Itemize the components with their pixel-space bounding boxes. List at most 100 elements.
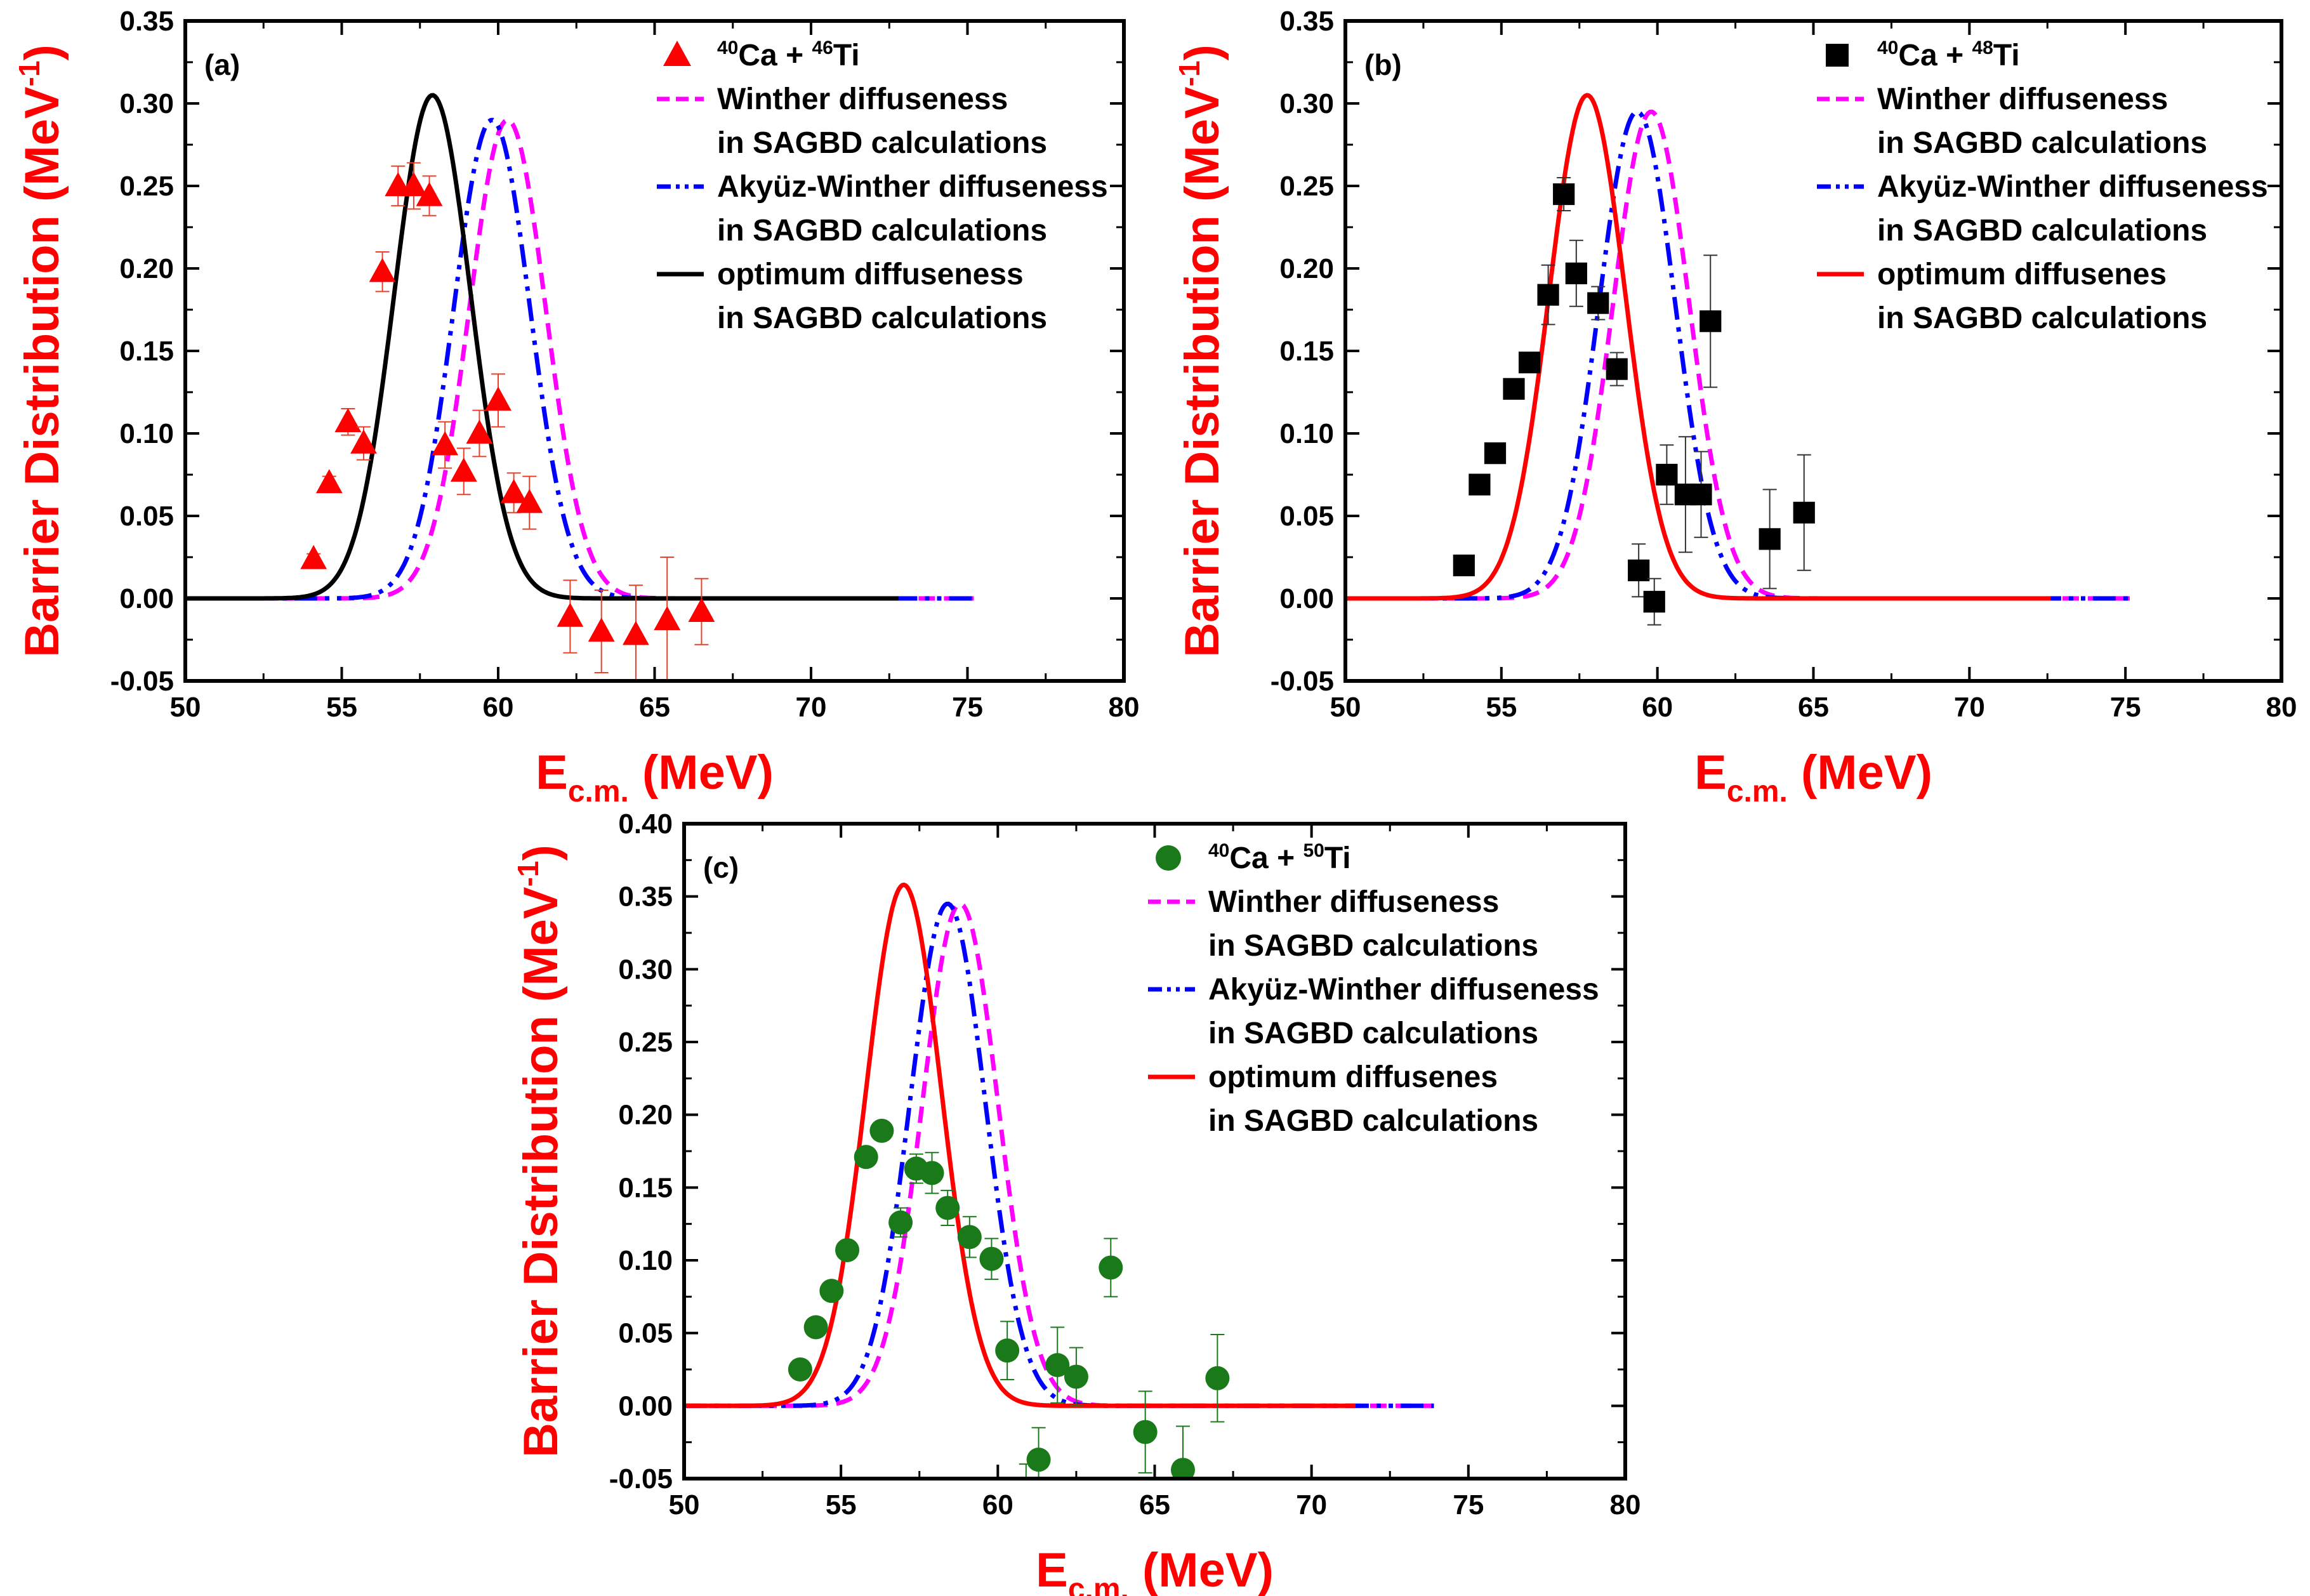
- triangle-marker: [400, 172, 427, 197]
- series-curve-solid: [185, 93, 899, 601]
- superscript-mass: 40: [717, 37, 738, 58]
- y-axis-text: Barrier Distribution (MeV: [15, 86, 69, 657]
- triangle-marker: [516, 489, 543, 513]
- triangle-marker: [557, 602, 584, 627]
- circle-marker: [1064, 1364, 1088, 1389]
- x-axis-unit: (MeV): [1129, 1543, 1274, 1596]
- element-label: Ti: [1324, 841, 1351, 875]
- circle-marker: [854, 1145, 878, 1170]
- legend-curve-label: Winther diffuseness: [717, 82, 1008, 116]
- legend: 40Ca + 48Ti Winther diffuseness in SAGBD c…: [1817, 37, 2268, 335]
- x-axis-subscript: c.m.: [1068, 1573, 1129, 1596]
- x-tick-label: 60: [982, 1489, 1013, 1520]
- y-tick-label: 0.15: [618, 1172, 673, 1203]
- series-curve-solid: [1345, 93, 2051, 601]
- circle-marker: [835, 1237, 860, 1262]
- data-point: [557, 579, 584, 654]
- triangle-marker: [588, 617, 615, 642]
- circle-marker: [935, 1196, 960, 1220]
- x-tick-label: 55: [826, 1489, 857, 1520]
- superscript-mass: 48: [1972, 37, 1993, 58]
- x-tick-label: 80: [1109, 692, 1140, 723]
- y-tick-label: 0.05: [1279, 501, 1334, 532]
- data-point: [819, 1279, 844, 1303]
- data-point: [1606, 352, 1628, 386]
- y-tick-label: 0.20: [618, 1100, 673, 1131]
- y-tick-label: 0.20: [119, 253, 174, 284]
- x-tick-label: 55: [1486, 692, 1517, 723]
- square-marker: [1826, 44, 1849, 67]
- data-point: [1690, 451, 1712, 538]
- legend: 40Ca + 50Ti Winther diffuseness in SAGBD c…: [1148, 840, 1599, 1138]
- y-axis-text: Barrier Distribution (MeV: [1175, 86, 1229, 657]
- y-axis-superscript: -1: [1173, 60, 1206, 86]
- data-point: [300, 544, 327, 569]
- data-point: [1643, 577, 1665, 626]
- legend-curve-label: in SAGBD calculations: [1877, 214, 2207, 247]
- legend-curve-label: in SAGBD calculations: [1208, 1017, 1538, 1050]
- triangle-marker: [688, 597, 715, 622]
- y-axis-close: ): [1175, 44, 1229, 60]
- x-axis-unit: (MeV): [629, 746, 774, 800]
- x-tick-label: 55: [326, 692, 357, 723]
- y-axis-close: ): [514, 845, 568, 861]
- circle-marker: [1133, 1420, 1158, 1444]
- circle-marker: [1014, 1481, 1038, 1505]
- x-tick-label: 65: [1139, 1489, 1170, 1520]
- x-axis-title: Ec.m. (MeV): [1694, 746, 1932, 808]
- triangle-marker: [334, 407, 362, 432]
- triangle-marker: [466, 419, 493, 444]
- circle-marker: [803, 1315, 828, 1340]
- triangle-marker: [350, 429, 377, 454]
- y-tick-label: 0.00: [618, 1390, 673, 1421]
- data-point: [1133, 1390, 1158, 1474]
- legend-scatter-label: 40Ca + 46Ti: [717, 37, 860, 72]
- y-tick-label: 0.10: [1279, 418, 1334, 449]
- x-tick-label: 50: [669, 1489, 700, 1520]
- legend-curve-label: optimum diffusenes: [1877, 258, 2167, 291]
- legend-curve-label: in SAGBD calculations: [1208, 929, 1538, 963]
- square-marker: [1565, 262, 1587, 284]
- x-tick-label: 60: [483, 692, 514, 723]
- circle-marker: [920, 1161, 944, 1185]
- triangle-marker: [654, 605, 681, 630]
- legend-curve-label: in SAGBD calculations: [717, 301, 1047, 335]
- y-tick-label: 0.05: [618, 1318, 673, 1349]
- circle-marker: [995, 1338, 1020, 1363]
- data-point: [400, 162, 427, 210]
- x-tick-label: 60: [1642, 692, 1673, 723]
- triangle-marker: [432, 431, 459, 456]
- y-axis-close: ): [15, 44, 69, 60]
- data-point: [1045, 1326, 1070, 1404]
- circle-marker: [888, 1210, 913, 1235]
- legend-curve-label: in SAGBD calculations: [1877, 301, 2207, 335]
- data-point: [1099, 1237, 1123, 1298]
- panel-label: (c): [703, 851, 739, 884]
- data-point: [1587, 286, 1609, 320]
- data-point: [1170, 1425, 1195, 1479]
- element-label: Ca +: [738, 39, 812, 72]
- data-point: [803, 1315, 828, 1340]
- data-point: [1759, 489, 1781, 590]
- superscript-mass: 40: [1208, 840, 1229, 861]
- x-tick-label: 75: [1453, 1489, 1484, 1520]
- data-point: [957, 1216, 982, 1258]
- data-point: [416, 175, 443, 216]
- data-point: [334, 407, 362, 436]
- data-point: [1628, 543, 1650, 598]
- element-label: Ti: [1993, 39, 2020, 72]
- data-point: [432, 421, 459, 469]
- circle-marker: [869, 1118, 894, 1143]
- superscript-mass: 46: [812, 37, 833, 58]
- square-marker: [1628, 559, 1650, 581]
- data-point: [869, 1118, 894, 1143]
- legend-scatter-label: 40Ca + 50Ti: [1208, 840, 1351, 875]
- plot-area: [1345, 93, 2132, 626]
- y-axis-title: Barrier Distribution (MeV-1): [512, 845, 568, 1458]
- data-point: [1537, 264, 1559, 326]
- data-point: [485, 373, 512, 428]
- x-axis-title: Ec.m. (MeV): [536, 746, 774, 808]
- square-marker: [1518, 352, 1541, 374]
- x-axis-title: Ec.m. (MeV): [1036, 1543, 1274, 1596]
- circle-marker: [1170, 1458, 1195, 1479]
